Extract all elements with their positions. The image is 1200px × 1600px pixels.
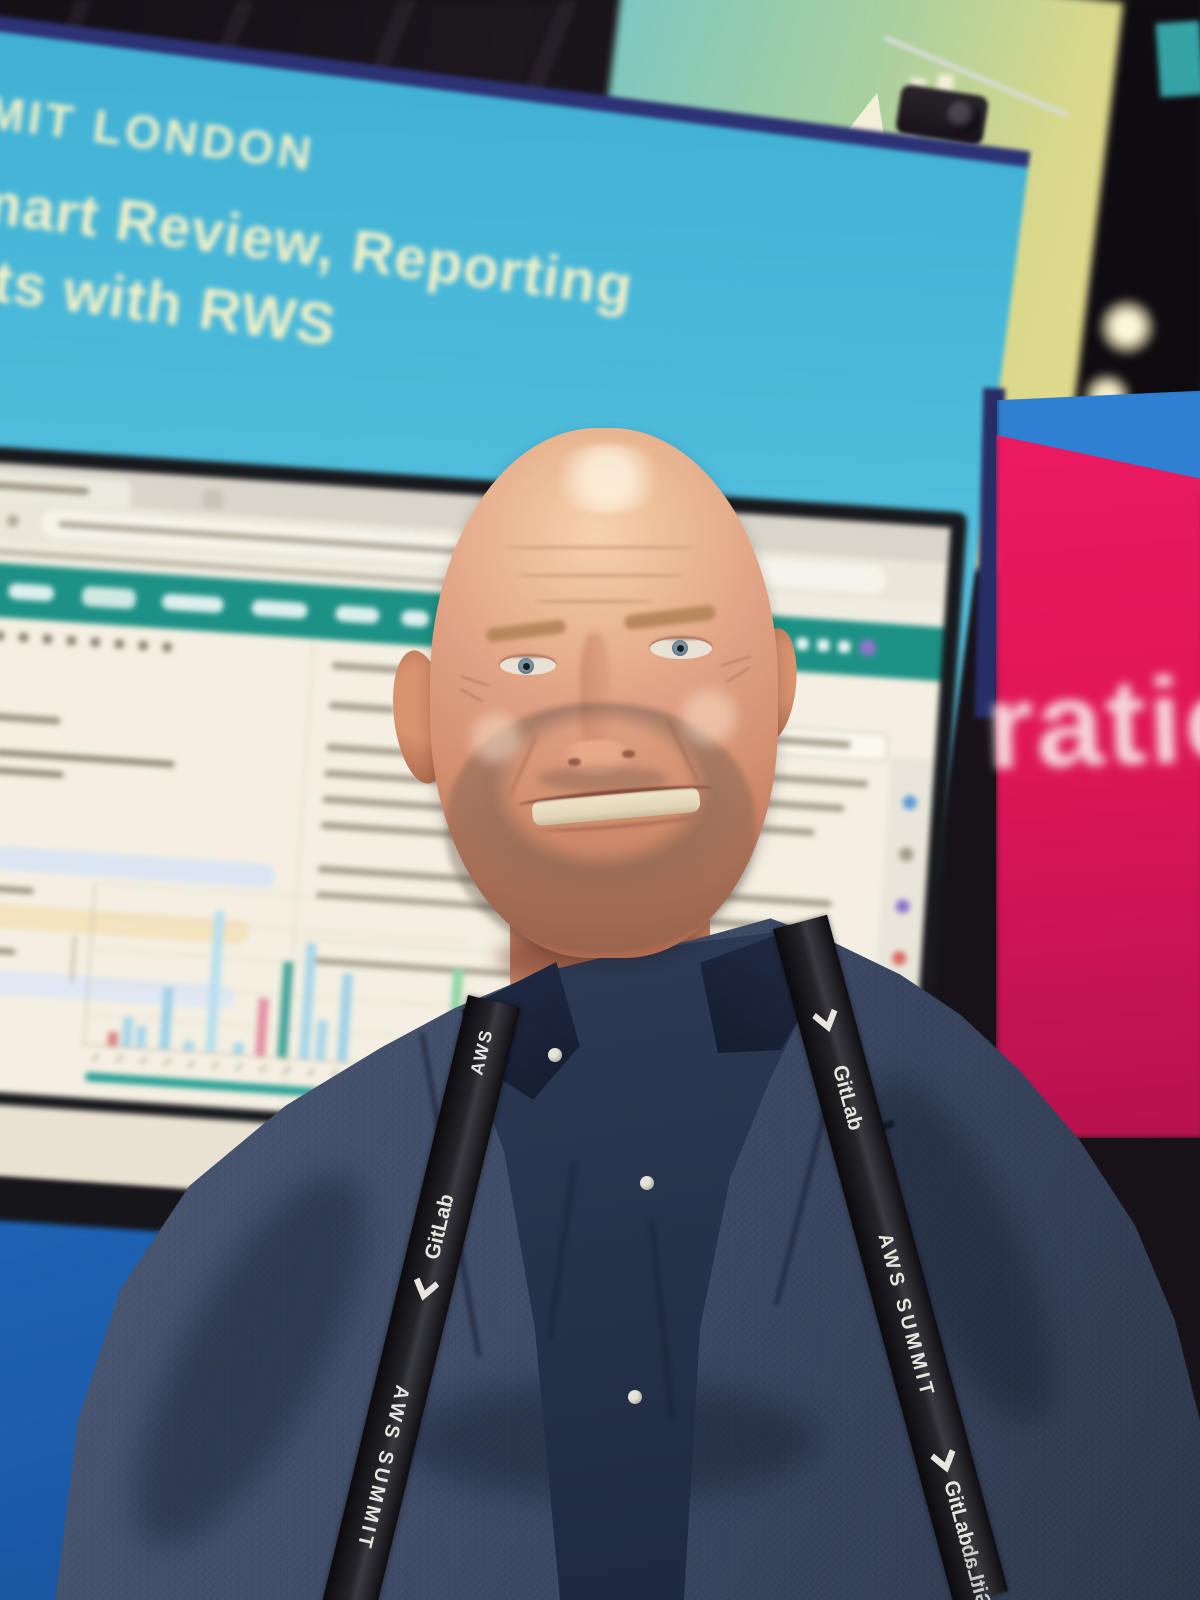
navbar-icon: [837, 639, 851, 653]
chart-bar: [298, 942, 317, 1060]
sidebar-tool-icon: [42, 634, 53, 644]
sidebar-filter-pill: [0, 842, 277, 889]
new-tab-button: [202, 488, 224, 511]
navbar-icon: [816, 638, 830, 652]
lanyard-gitlab-label: GitLab: [420, 1191, 459, 1262]
gitlab-tanuki-icon: [410, 1276, 440, 1303]
right-eyebrow: [623, 604, 717, 631]
chart-gridline: [87, 981, 467, 1008]
pink-banner-text: ratio: [983, 649, 1200, 795]
chart-bar: [135, 1025, 147, 1049]
nav-item: [251, 599, 308, 620]
extension-icon: [902, 795, 918, 811]
extension-icon: [891, 950, 907, 966]
lanyard-gitlab-label-folded: GitLab: [956, 1541, 996, 1600]
nav-item: [7, 582, 55, 602]
chart-bar: [314, 1019, 328, 1061]
sidebar-tool-icon: [0, 630, 5, 641]
lanyard-gitlab-label: GitLab: [827, 1062, 868, 1133]
ceiling-light: [1098, 298, 1156, 356]
teal-sign: [1155, 20, 1200, 98]
chart-xtick: [259, 1064, 268, 1073]
extension-icon: [898, 846, 914, 862]
chart-xtick: [91, 1053, 100, 1062]
sidebar-tool-icon: [18, 632, 29, 643]
chart-bar: [255, 997, 270, 1057]
chart-xtick: [283, 1066, 292, 1075]
chart-y-label: [69, 935, 77, 983]
sidebar-tool-icon: [90, 637, 101, 648]
chart-gridline: [89, 948, 470, 975]
chart-xtick: [211, 1061, 220, 1070]
navbar-icon: [795, 636, 809, 650]
nav-item: [334, 605, 380, 625]
chart-bar: [277, 961, 294, 1058]
shirt-button: [548, 1048, 562, 1062]
nav-item: [400, 609, 430, 628]
chart-bar: [336, 973, 353, 1062]
chart-xtick: [163, 1058, 172, 1067]
chart-xtick: [115, 1054, 124, 1063]
chart-bar: [159, 987, 174, 1050]
sidebar-tool-icon: [66, 635, 77, 646]
camera-lens: [943, 97, 983, 137]
lanyard-aws-partial: AWS: [466, 1026, 497, 1077]
gitlab-tanuki-icon: [929, 1448, 960, 1476]
person-head: [430, 428, 778, 958]
left-eyebrow: [485, 619, 567, 643]
chart-bar: [233, 1042, 244, 1055]
sidebar-tool-icon: [162, 642, 172, 652]
lanyard-gitlab-label: GitLab: [939, 1477, 979, 1549]
shirt-button: [628, 1390, 642, 1404]
extension-icon: [895, 898, 911, 914]
right-eye: [650, 638, 712, 659]
chart-xtick: [307, 1068, 315, 1076]
nav-item: [81, 585, 137, 610]
chart-bar: [183, 1040, 194, 1052]
left-eye: [500, 656, 556, 675]
pink-banner: [996, 435, 1200, 1138]
nav-item: [161, 593, 225, 614]
chart-gridline: [92, 915, 472, 943]
chart-bar: [121, 1016, 134, 1048]
shirt-button: [640, 1176, 654, 1190]
forward-icon: [6, 514, 20, 528]
chart-xtick: [187, 1059, 196, 1068]
sidebar-tool-icon: [114, 639, 125, 649]
navbar-user-icon: [858, 638, 877, 657]
chart-bar: [205, 910, 225, 1053]
head-shine: [548, 443, 667, 513]
sidebar-tool-icon: [138, 640, 149, 651]
chart-bar: [107, 1031, 119, 1047]
chart-xtick: [139, 1056, 148, 1065]
chart-xtick: [235, 1063, 244, 1072]
nose: [580, 633, 610, 753]
chart-gridline: [94, 882, 474, 910]
gitlab-tanuki-icon: [811, 1008, 842, 1036]
